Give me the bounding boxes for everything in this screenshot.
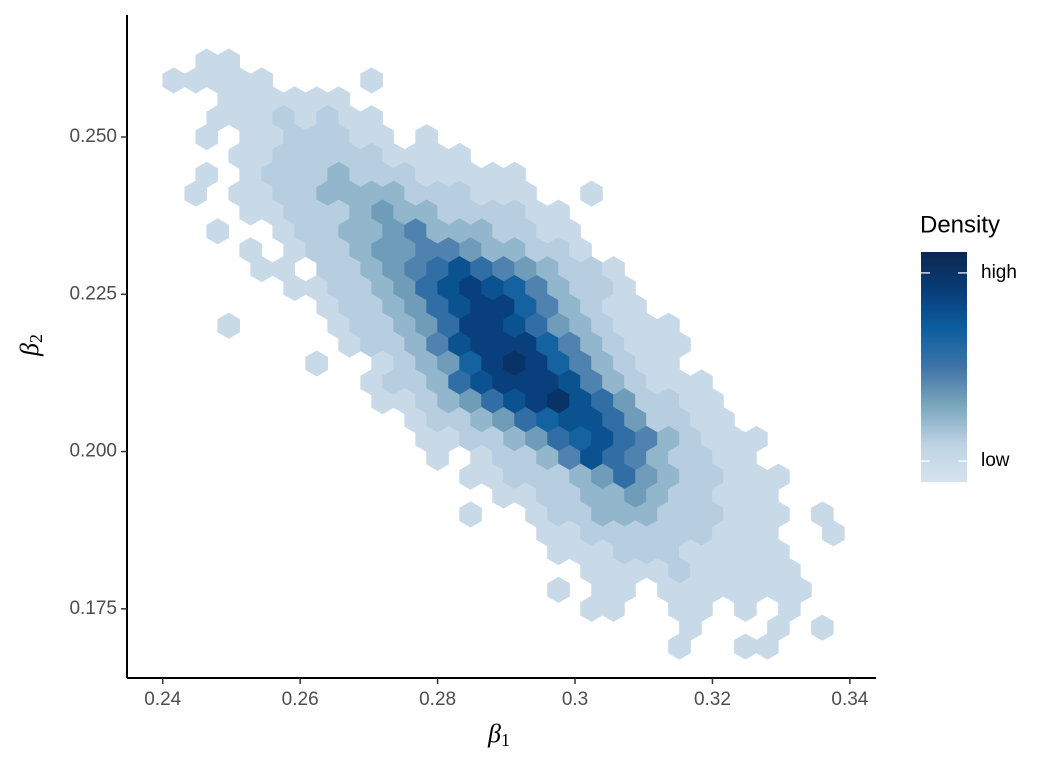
hex-cell <box>811 614 834 641</box>
hex-cell <box>206 218 229 245</box>
y-tick-label: 0.250 <box>69 126 117 147</box>
x-axis-subscript: 1 <box>501 730 510 750</box>
y-tick-label: 0.225 <box>69 283 117 304</box>
hex-cell <box>756 633 779 660</box>
hex-cell <box>580 180 603 207</box>
y-axis-title: β2 <box>15 334 46 357</box>
x-tick-label: 0.26 <box>282 689 319 710</box>
legend-title: Density <box>920 211 1000 238</box>
legend-label: high <box>981 262 1017 283</box>
hex-cell <box>602 595 625 622</box>
color-bar <box>921 252 967 482</box>
hex-cell <box>217 312 240 339</box>
hex-cell <box>305 350 328 377</box>
x-tick-label: 0.28 <box>419 689 456 710</box>
hex-cell <box>734 633 757 660</box>
x-axis-symbol: β <box>487 719 501 748</box>
x-axis-title: β1 <box>487 719 510 750</box>
y-axis-subscript: 2 <box>26 334 46 343</box>
hex-cell <box>459 501 482 528</box>
hex-layer <box>162 48 845 660</box>
hex-cell <box>822 520 845 547</box>
hex-cell <box>184 180 208 207</box>
hex-cell <box>162 67 186 94</box>
hex-cell <box>360 67 383 94</box>
y-tick-label: 0.175 <box>69 598 117 619</box>
hex-cell <box>734 595 757 622</box>
legend-label: low <box>981 450 1010 471</box>
y-axis-symbol: β <box>15 343 44 357</box>
x-tick-label: 0.34 <box>831 689 868 710</box>
x-tick-label: 0.32 <box>694 689 731 710</box>
y-tick-label: 0.200 <box>69 441 117 462</box>
hex-cell <box>668 633 691 660</box>
hex-cell <box>426 444 449 471</box>
x-tick-label: 0.24 <box>144 689 181 710</box>
hex-cell <box>547 576 570 603</box>
x-tick-label: 0.3 <box>562 689 588 710</box>
hex-cell <box>195 123 218 151</box>
